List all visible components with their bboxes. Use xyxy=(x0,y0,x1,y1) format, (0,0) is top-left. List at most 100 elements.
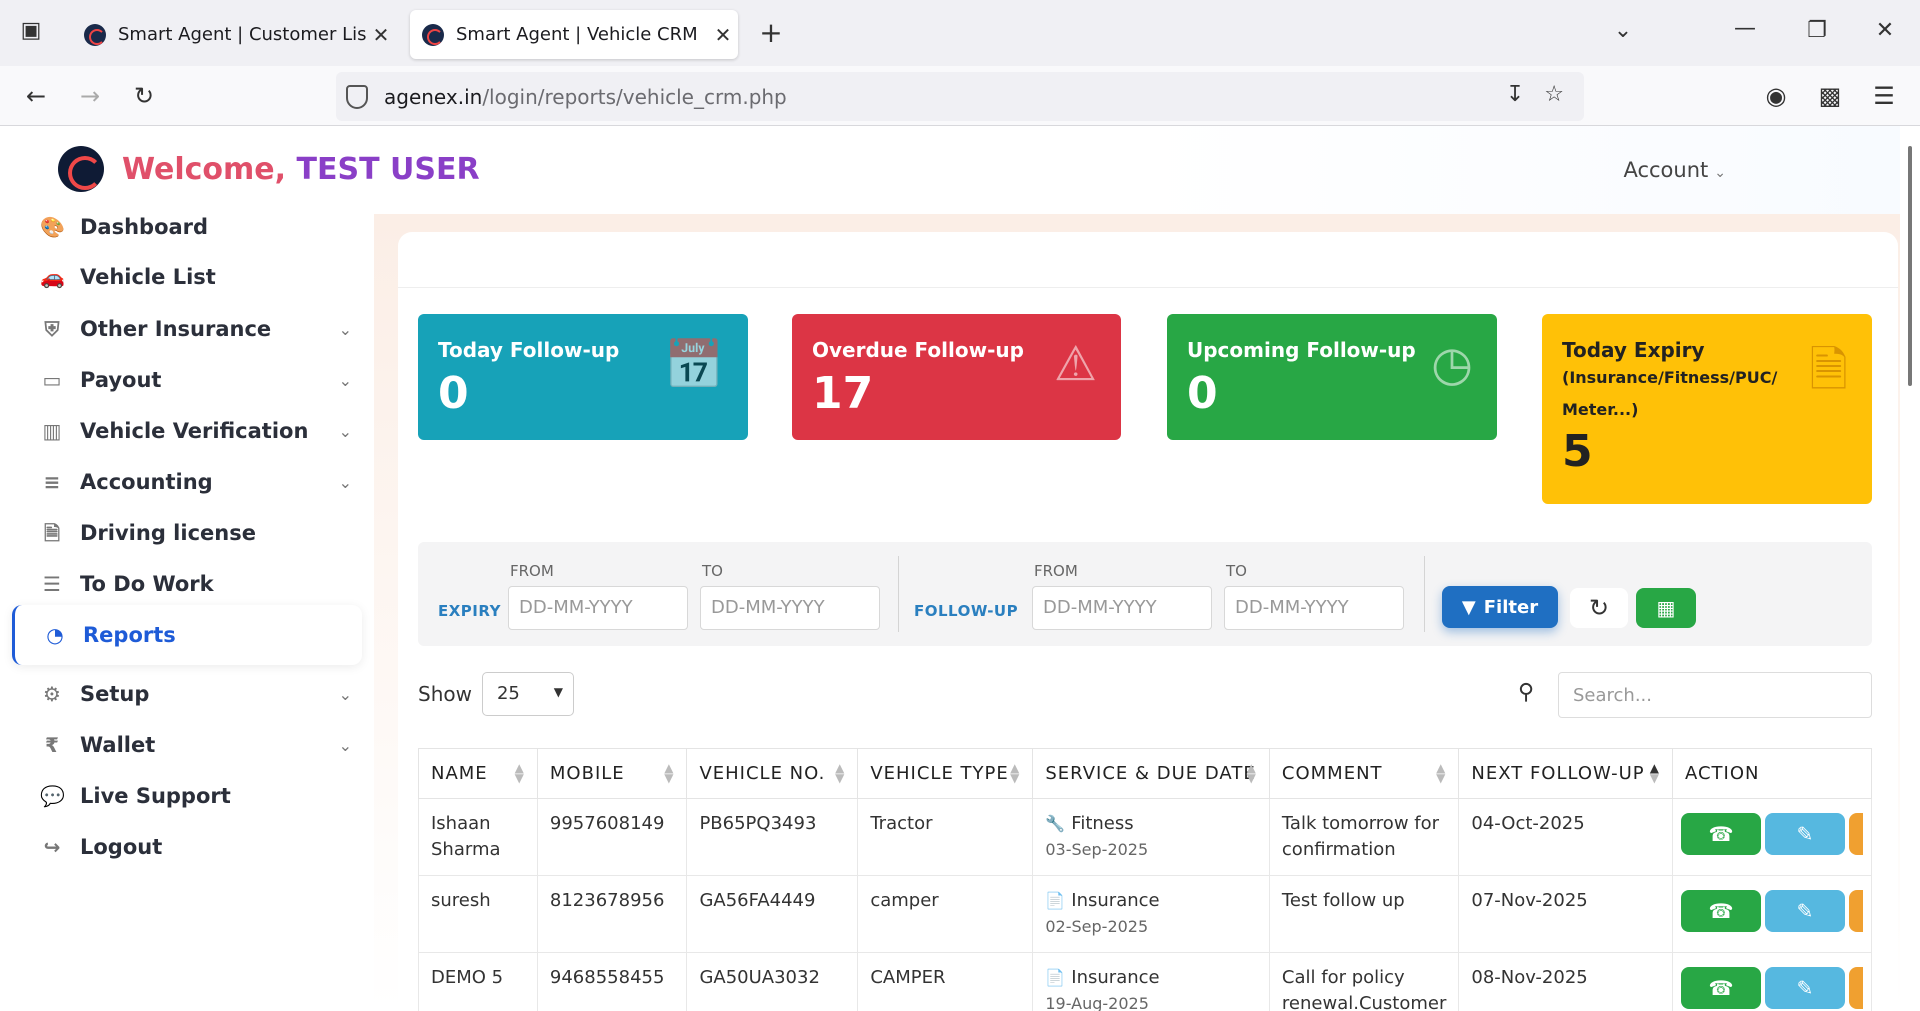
column-header[interactable]: MOBILE ▲ ▼ xyxy=(536,748,688,799)
more-action-button[interactable] xyxy=(1848,813,1863,855)
sidebar-item-label: Driving license xyxy=(80,521,256,545)
sidebar-item-label: Vehicle Verification xyxy=(80,419,309,443)
minimize-icon[interactable]: — xyxy=(1734,16,1756,41)
expiry-to-input[interactable]: DD-MM-YYYY xyxy=(700,586,880,630)
vehicle-no-value: GA50UA3032 xyxy=(699,967,820,988)
filter-bar: FROM TO EXPIRY DD-MM-YYYY DD-MM-YYYY FRO… xyxy=(418,542,1872,646)
bookmark-star-icon[interactable]: ☆ xyxy=(1544,82,1564,107)
site-favicon-icon xyxy=(422,23,444,46)
followup-to-input[interactable]: DD-MM-YYYY xyxy=(1224,586,1404,630)
expiry-from-input[interactable]: DD-MM-YYYY xyxy=(508,586,688,630)
today-followup-card[interactable]: Today Follow-up 0 📅 xyxy=(418,314,748,440)
vehicle-crm-table: NAME ▲ ▼ MOBILE ▲ ▼ VEHICLE NO. ▲ ▼ VEHICLE TYPE ▲… xyxy=(418,748,1873,1011)
sidebar-item-dashboard[interactable]: 🎨 Dashboard xyxy=(0,202,374,252)
sidebar-item-logout[interactable]: ↪ Logout xyxy=(0,822,374,872)
account-circle-icon[interactable]: ◉ xyxy=(1765,82,1787,110)
sidebar-item-live-support[interactable]: 💬 Live Support xyxy=(0,771,374,821)
export-excel-button[interactable]: ▦ xyxy=(1636,588,1696,628)
restore-icon[interactable]: ❐ xyxy=(1807,18,1827,43)
more-action-button[interactable] xyxy=(1848,890,1863,932)
column-header-label: MOBILE xyxy=(549,763,625,784)
service-name: Insurance xyxy=(1071,967,1160,988)
column-header[interactable]: SERVICE & DUE DATE ▲ ▼ xyxy=(1032,748,1270,799)
close-window-icon[interactable]: ✕ xyxy=(1875,18,1895,43)
menu-icon[interactable]: ☰ xyxy=(1873,82,1895,110)
followup-from-input[interactable]: DD-MM-YYYY xyxy=(1032,586,1212,630)
cell-comment: Test follow up xyxy=(1268,875,1460,953)
url-bar[interactable]: agenex.in/login/reports/vehicle_crm.php … xyxy=(336,72,1584,121)
vehicle-type-value: Tractor xyxy=(870,813,933,834)
tab-title: Smart Agent | Customer List xyxy=(118,24,366,45)
browser-tab-vehicle-crm[interactable]: Smart Agent | Vehicle CRM ✕ xyxy=(410,10,738,59)
brand-logo[interactable] xyxy=(58,146,104,192)
sidebar-item-vehicle-verification[interactable]: ▥ Vehicle Verification ⌄ xyxy=(0,406,374,456)
column-header[interactable]: NEXT FOLLOW-UP ▲ ▼ xyxy=(1458,748,1673,799)
sidebar-item-payout[interactable]: ▭ Payout ⌄ xyxy=(0,355,374,405)
back-icon[interactable]: ← xyxy=(25,82,47,110)
edit-button[interactable]: ✎ xyxy=(1764,967,1845,1009)
sidebar-item-wallet[interactable]: ₹ Wallet ⌄ xyxy=(0,720,374,770)
whatsapp-button[interactable]: ☎ xyxy=(1680,967,1761,1009)
next-followup-value: 08-Nov-2025 xyxy=(1471,967,1588,988)
page-scrollbar[interactable] xyxy=(1900,126,1920,1011)
table-header-row: NAME ▲ ▼ MOBILE ▲ ▼ VEHICLE NO. ▲ ▼ VEHICLE TYPE ▲… xyxy=(418,748,1873,799)
search-input[interactable]: Search... xyxy=(1558,672,1872,718)
edit-button[interactable]: ✎ xyxy=(1764,890,1845,932)
cell-vehicle-type: CAMPER xyxy=(857,952,1034,1011)
sidebar-item-label: Wallet xyxy=(80,733,156,757)
column-header[interactable]: ACTION xyxy=(1671,748,1873,799)
sort-icon: ▲ ▼ xyxy=(1246,761,1257,785)
wrench-icon: 🔧 xyxy=(1045,814,1066,833)
page-size-select[interactable]: 25 ▼ xyxy=(481,672,574,716)
file-icon: 🗎 xyxy=(43,521,61,545)
filter-button[interactable]: ▼ Filter xyxy=(1442,586,1558,628)
close-tab-icon[interactable]: ✕ xyxy=(372,22,390,47)
page-size-value: 25 xyxy=(496,683,520,704)
new-tab-icon[interactable]: + xyxy=(759,16,783,49)
scrollbar-thumb[interactable] xyxy=(1908,146,1912,386)
account-menu[interactable]: Account ⌄ xyxy=(1623,158,1726,182)
column-header[interactable]: VEHICLE NO. ▲ ▼ xyxy=(686,748,859,799)
excel-icon: ▦ xyxy=(1656,596,1676,620)
tab-overview-icon[interactable]: ▣ xyxy=(20,18,42,43)
download-icon[interactable]: ↧ xyxy=(1505,82,1525,107)
url-host: agenex.in xyxy=(384,84,483,109)
show-label: Show xyxy=(418,682,472,706)
sidebar-item-accounting[interactable]: ≡ Accounting ⌄ xyxy=(0,457,374,507)
site-security-icon[interactable] xyxy=(346,84,368,109)
extensions-icon[interactable]: ▩ xyxy=(1818,82,1842,110)
forward-icon[interactable]: → xyxy=(79,82,101,110)
cell-vehicle-no: GA56FA4449 xyxy=(686,875,859,953)
browser-tab-customer-list[interactable]: Smart Agent | Customer List ✕ xyxy=(72,10,396,59)
sort-icon: ▲ ▼ xyxy=(1649,761,1660,785)
edit-button[interactable]: ✎ xyxy=(1764,813,1845,855)
due-date: 19-Aug-2025 xyxy=(1045,994,1149,1011)
overdue-followup-card[interactable]: Overdue Follow-up 17 ⚠ xyxy=(792,314,1121,440)
sidebar-item-reports[interactable]: ◔ Reports xyxy=(12,605,362,665)
reload-icon[interactable]: ↻ xyxy=(133,82,155,110)
sidebar-item-driving-license[interactable]: 🗎 Driving license xyxy=(0,508,374,558)
whatsapp-button[interactable]: ☎ xyxy=(1680,890,1761,932)
column-header[interactable]: COMMENT ▲ ▼ xyxy=(1268,748,1460,799)
card-value: 0 xyxy=(1187,368,1218,419)
table-row: suresh 8123678956 GA56FA4449 camper 📄 Insuran… xyxy=(418,875,1873,953)
sidebar-item-other-insurance[interactable]: ⛨ Other Insurance ⌄ xyxy=(0,304,374,354)
sidebar-item-setup[interactable]: ⚙ Setup ⌄ xyxy=(0,669,374,719)
sidebar-item-vehicle-list[interactable]: 🚗 Vehicle List xyxy=(0,252,374,302)
upcoming-followup-card[interactable]: Upcoming Follow-up 0 ◷ xyxy=(1167,314,1497,440)
more-action-button[interactable] xyxy=(1848,967,1863,1009)
column-header[interactable]: NAME ▲ ▼ xyxy=(418,748,538,799)
today-expiry-card[interactable]: Today Expiry (Insurance/Fitness/PUC/ Met… xyxy=(1542,314,1872,504)
column-header[interactable]: VEHICLE TYPE ▲ ▼ xyxy=(857,748,1034,799)
filter-divider xyxy=(1424,556,1425,632)
close-tab-icon[interactable]: ✕ xyxy=(714,22,732,47)
service-name: Insurance xyxy=(1071,890,1160,911)
refresh-button[interactable]: ↻ xyxy=(1570,588,1628,628)
expiry-from-label: FROM xyxy=(510,562,554,580)
comment-value: Test follow up xyxy=(1281,890,1405,911)
cell-vehicle-type: Tractor xyxy=(857,798,1034,876)
sidebar-item-to-do-work[interactable]: ☰ To Do Work xyxy=(0,559,374,609)
whatsapp-button[interactable]: ☎ xyxy=(1680,813,1761,855)
page-size-control: Show 25 ▼ xyxy=(418,672,574,716)
tab-list-chevron-icon[interactable]: ⌄ xyxy=(1613,18,1633,43)
